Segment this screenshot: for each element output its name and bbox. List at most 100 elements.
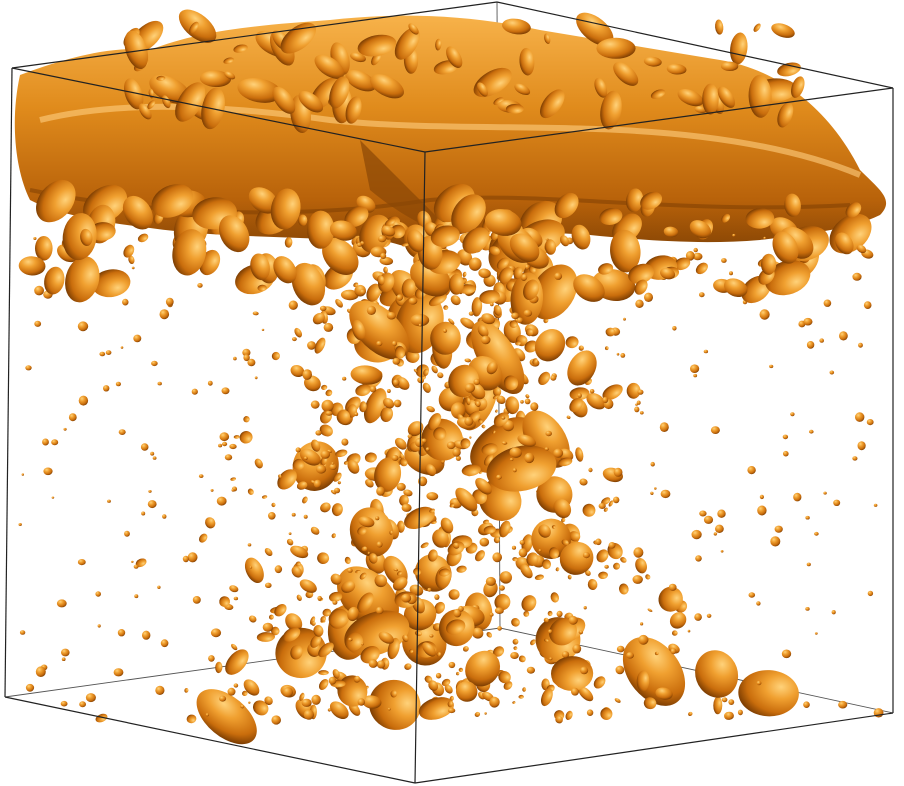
droplet (337, 480, 341, 485)
droplet (764, 260, 811, 296)
droplet (274, 603, 287, 617)
droplet (318, 679, 329, 690)
droplet (486, 632, 493, 638)
droplet (250, 253, 270, 281)
droplet (165, 297, 174, 306)
droplet (18, 256, 46, 276)
droplet (524, 340, 538, 353)
droplet (471, 627, 484, 639)
droplet (376, 340, 383, 347)
droplet (208, 655, 215, 662)
droplet (207, 380, 213, 386)
droplet (218, 443, 223, 448)
droplet (36, 179, 76, 223)
droplet (436, 651, 441, 657)
droplet (706, 613, 712, 618)
droplet (588, 467, 593, 473)
droplet (187, 552, 198, 563)
droplet (115, 381, 121, 387)
droplet (229, 585, 239, 593)
droplet (291, 262, 326, 306)
droplet (493, 304, 502, 316)
droplet (852, 456, 858, 461)
droplet (636, 400, 641, 405)
droplet (99, 351, 106, 357)
droplet (486, 445, 557, 492)
droplet (685, 251, 695, 261)
droplet (310, 400, 320, 409)
cube-edge (414, 712, 894, 784)
droplet (725, 711, 734, 720)
droplet (131, 560, 134, 563)
droplet (614, 698, 621, 703)
droplet (310, 634, 322, 648)
droplet (230, 477, 237, 481)
droplet (481, 443, 498, 455)
droplet (358, 516, 375, 528)
droplet (210, 628, 222, 638)
droplet (594, 77, 608, 98)
droplet (553, 448, 564, 458)
droplet (694, 613, 702, 621)
droplet (523, 279, 540, 301)
droplet (544, 447, 549, 451)
droplet (219, 215, 250, 253)
droplet (769, 364, 774, 369)
droplet (525, 394, 530, 399)
droplet (344, 632, 364, 651)
droplet (137, 233, 149, 243)
droplet (262, 622, 274, 632)
droplet (403, 599, 437, 631)
droplet (515, 340, 522, 346)
droplet (387, 389, 391, 393)
droplet (396, 376, 410, 390)
droplet (393, 568, 399, 572)
droplet (219, 695, 227, 702)
droplet (307, 341, 316, 350)
droplet (571, 224, 591, 250)
droplet (548, 547, 560, 559)
droplet (783, 450, 789, 457)
droplet (550, 375, 557, 381)
droplet (518, 655, 526, 663)
droplet (434, 601, 446, 614)
droplet (634, 406, 640, 413)
droplet (77, 559, 86, 566)
droplet (659, 422, 669, 432)
droplet (616, 352, 620, 356)
droplet (191, 388, 198, 395)
droplet (446, 441, 456, 450)
droplet (271, 626, 280, 636)
droplet (674, 257, 691, 271)
droplet (233, 683, 239, 688)
droplet (518, 694, 524, 699)
droplet (610, 229, 641, 273)
droplet (280, 22, 316, 54)
droplet (644, 292, 653, 302)
droplet (423, 368, 429, 376)
droplet (312, 312, 325, 325)
droplet (604, 346, 609, 351)
droplet (384, 218, 396, 227)
droplet (582, 503, 596, 517)
droplet (122, 195, 153, 230)
droplet (313, 625, 324, 637)
droplet (806, 341, 815, 349)
droplet (403, 489, 413, 497)
droplet (480, 335, 491, 345)
droplet (387, 707, 391, 711)
droplet (440, 517, 454, 534)
sheet-surface (14, 15, 887, 247)
droplet (447, 700, 453, 708)
droplet (687, 629, 691, 633)
droplet (133, 334, 142, 343)
droplet (378, 631, 394, 644)
droplet (224, 454, 233, 461)
droplet (468, 311, 474, 316)
droplet (478, 268, 491, 279)
droplet (517, 434, 536, 447)
droplet (247, 543, 252, 547)
droplet (702, 83, 719, 115)
droplet (160, 639, 169, 648)
droplet (271, 351, 280, 361)
